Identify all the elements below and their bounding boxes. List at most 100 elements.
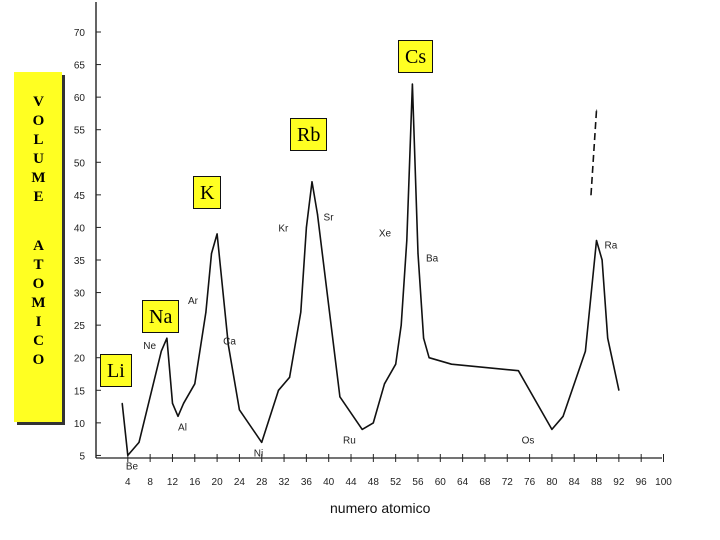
element-label-ne: Ne	[143, 341, 156, 352]
data-point	[311, 181, 313, 183]
data-point	[595, 239, 598, 242]
element-label-ra: Ra	[605, 240, 618, 251]
x-tick-label: 12	[167, 477, 179, 488]
x-axis-title: numero atomico	[330, 500, 431, 516]
data-point	[210, 252, 213, 255]
x-tick-label: 68	[479, 477, 491, 488]
data-point	[590, 194, 592, 196]
y-tick-label: 5	[79, 451, 85, 462]
element-label-ca: Ca	[223, 337, 236, 348]
y-tick-label: 35	[74, 256, 86, 267]
callout-cs: Cs	[398, 40, 434, 73]
x-tick-label: 28	[256, 477, 268, 488]
data-point	[372, 422, 374, 424]
x-tick-label: 76	[524, 477, 536, 488]
element-label-sr: Sr	[324, 212, 335, 223]
element-label-xe: Xe	[379, 228, 392, 239]
series-lines	[121, 83, 620, 457]
y-axis-title-word-1: VOLUME	[30, 94, 47, 208]
callout-li: Li	[100, 354, 132, 387]
data-point	[216, 233, 218, 235]
y-axis-title-box: VOLUME ATOMICO	[14, 72, 62, 422]
x-tick-label: 48	[368, 477, 380, 488]
element-label-kr: Kr	[278, 223, 289, 234]
x-tick-label: 52	[390, 477, 402, 488]
chart-axes	[95, 2, 662, 459]
x-tick-label: 56	[412, 477, 424, 488]
y-tick-label: 50	[74, 158, 86, 169]
element-labels: Be Ne Al Ar Ca Ni Kr Sr Ru Xe Ba Os Ra	[126, 212, 618, 472]
data-point	[551, 428, 553, 430]
data-point	[428, 357, 430, 359]
x-tick-label: 72	[502, 477, 514, 488]
x-tick-label: 92	[613, 477, 625, 488]
data-point	[183, 402, 185, 404]
data-point	[395, 363, 397, 365]
data-point	[177, 415, 179, 417]
data-point	[205, 311, 207, 313]
y-tick-label: 30	[74, 289, 86, 300]
data-point	[289, 376, 291, 378]
y-tick-label: 20	[74, 354, 86, 365]
data-point	[411, 83, 413, 85]
element-label-ni: Ni	[254, 448, 263, 459]
callout-k: K	[193, 176, 222, 209]
data-point	[305, 226, 307, 229]
callout-na: Na	[142, 300, 180, 333]
data-point	[300, 311, 302, 313]
x-axis-ticks: 4 8 12 16 20 24 28 32 36 40 44 48 52 56 60 64 68 72 76 80 84…	[125, 454, 672, 488]
element-label-ar: Ar	[188, 296, 199, 307]
data-point	[406, 239, 408, 242]
data-point	[417, 252, 419, 255]
data-point	[601, 259, 603, 261]
element-label-ba: Ba	[426, 253, 439, 264]
data-point	[612, 363, 614, 365]
y-tick-label: 10	[74, 419, 86, 430]
x-tick-label: 88	[591, 477, 603, 488]
x-tick-label: 96	[636, 477, 648, 488]
data-point	[160, 350, 162, 352]
x-tick-label: 24	[234, 477, 246, 488]
element-label-os: Os	[522, 435, 535, 446]
y-tick-label: 70	[74, 28, 86, 39]
y-tick-label: 55	[74, 126, 86, 137]
callout-rb: Rb	[290, 118, 328, 151]
y-axis-ticks: 5 10 15 20 25 30 35 40 45 50 55 60 65 70	[74, 28, 101, 462]
data-point	[383, 383, 386, 385]
y-tick-label: 25	[74, 321, 86, 332]
data-point	[562, 415, 564, 417]
element-label-ru: Ru	[343, 435, 356, 446]
element-label-be: Be	[126, 461, 139, 472]
data-point	[422, 337, 425, 339]
element-label-al: Al	[178, 422, 187, 433]
data-point	[138, 441, 140, 443]
data-point	[127, 454, 129, 457]
y-axis-title-word-2: ATOMICO	[30, 238, 47, 371]
x-tick-label: 16	[189, 477, 201, 488]
data-point	[595, 109, 598, 111]
y-tick-label: 15	[74, 386, 86, 397]
x-tick-label: 20	[212, 477, 224, 488]
data-point	[277, 389, 280, 391]
y-tick-label: 40	[74, 223, 86, 234]
data-point	[166, 337, 168, 339]
data-point	[400, 324, 402, 326]
data-point	[227, 344, 229, 346]
series-line-2	[590, 110, 598, 195]
data-point	[238, 409, 241, 411]
x-tick-label: 8	[147, 477, 153, 488]
x-tick-label: 80	[546, 477, 558, 488]
series-line-1	[121, 83, 620, 457]
data-point	[361, 428, 363, 430]
x-tick-label: 36	[301, 477, 313, 488]
x-tick-label: 32	[278, 477, 290, 488]
y-tick-label: 45	[74, 191, 86, 202]
y-tick-label: 60	[74, 93, 86, 104]
data-point	[339, 396, 341, 398]
x-tick-label: 64	[457, 477, 469, 488]
y-tick-label: 65	[74, 61, 86, 72]
data-point	[517, 370, 520, 372]
data-point	[584, 350, 586, 352]
data-point	[450, 363, 453, 365]
data-point	[194, 383, 196, 385]
